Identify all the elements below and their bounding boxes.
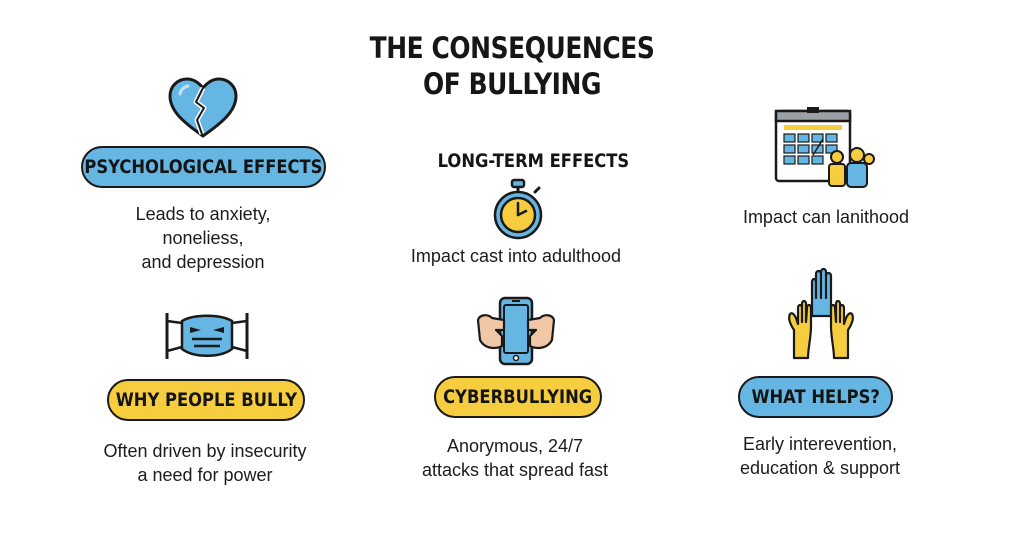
- description-line: Early interevention,: [742, 434, 898, 454]
- school-impact-description: Impact can lanithood: [716, 205, 936, 229]
- description-line: a need for power: [137, 465, 273, 485]
- why-people-bully-label: WHY PEOPLE BULLY: [115, 389, 297, 411]
- what-helps-label: WHAT HELPS?: [751, 386, 880, 408]
- what-helps-description: Early interevention, education & support: [710, 432, 930, 480]
- description-line: Leads to anxiety,: [135, 204, 271, 224]
- broken-heart-icon: [168, 77, 238, 138]
- description-line: Impact can lanithood: [742, 207, 910, 227]
- psychological-effects-description: Leads to anxiety, noneliess, and depress…: [103, 202, 303, 274]
- description-line: education & support: [739, 458, 901, 478]
- page-title: THE CONSEQUENCES OF BULLYING: [340, 30, 684, 102]
- mask-icon: [165, 313, 249, 359]
- cyberbullying-pill: CYBERBULLYING: [434, 376, 602, 418]
- long-term-effects-heading: LONG-TERM EFFECTS: [437, 150, 630, 172]
- psychological-effects-label: PSYCHOLOGICAL EFFECTS: [84, 156, 323, 178]
- cyberbullying-label: CYBERBULLYING: [443, 386, 593, 408]
- description-line: attacks that spread fast: [421, 460, 609, 480]
- raised-hands-icon: [788, 267, 854, 360]
- description-line: and depression: [141, 252, 265, 272]
- cyberbullying-description: Anorymous, 24/7 attacks that spread fast: [400, 434, 630, 482]
- title-line-2: OF BULLYING: [422, 67, 602, 101]
- why-people-bully-description: Often driven by insecurity a need for po…: [90, 439, 320, 487]
- long-term-effects-description: Impact cast into adulthood: [396, 244, 636, 268]
- psychological-effects-pill: PSYCHOLOGICAL EFFECTS: [81, 146, 326, 188]
- title-line-1: THE CONSEQUENCES: [369, 31, 655, 65]
- description-line: Impact cast into adulthood: [410, 246, 622, 266]
- description-line: Often driven by insecurity: [103, 441, 307, 461]
- stopwatch-icon: [493, 178, 543, 240]
- why-people-bully-pill: WHY PEOPLE BULLY: [107, 379, 305, 421]
- smartphone-hands-icon: [476, 296, 556, 366]
- calendar-group-icon: [774, 107, 875, 188]
- description-line: noneliess,: [162, 228, 244, 248]
- what-helps-pill: WHAT HELPS?: [738, 376, 893, 418]
- description-line: Anorymous, 24/7: [446, 436, 584, 456]
